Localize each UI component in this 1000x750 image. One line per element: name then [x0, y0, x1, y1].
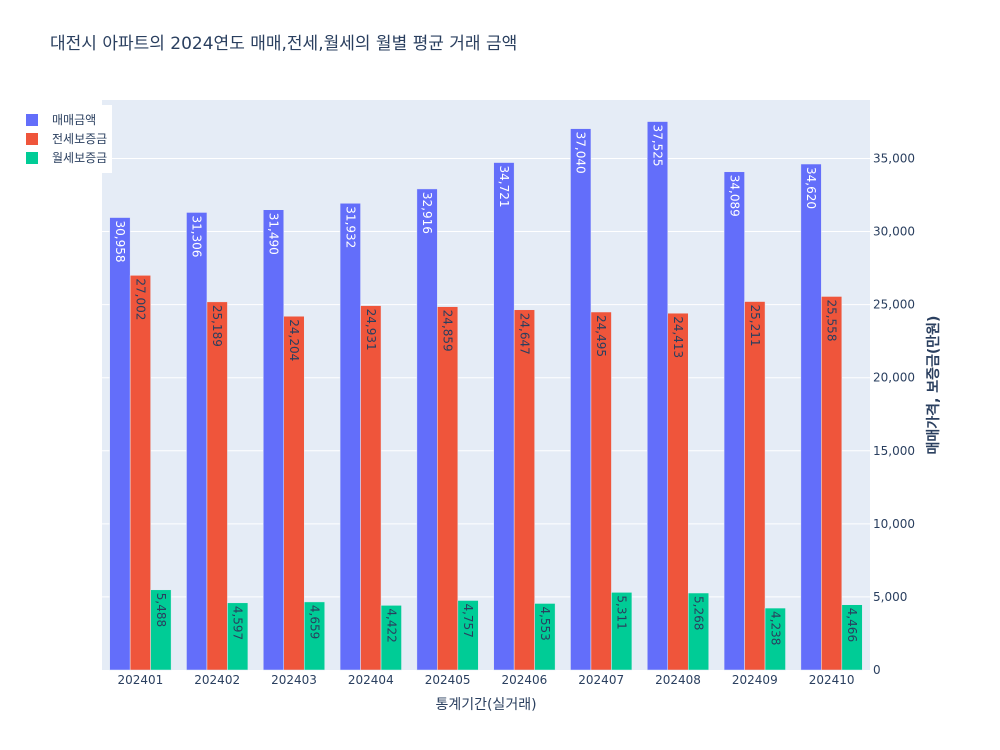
bars [109, 121, 863, 671]
bar-value-label: 34,721 [497, 166, 511, 208]
bar-월세보증금-202403[interactable] [303, 601, 325, 671]
x-axis-title: 통계기간(실거래) [435, 697, 536, 713]
bar-value-label: 34,620 [804, 167, 818, 209]
bar-value-label: 4,422 [384, 608, 398, 642]
legend-swatch[interactable] [26, 152, 38, 164]
bar-value-label: 24,931 [364, 309, 378, 351]
bar-매매금액-202410[interactable] [800, 163, 822, 671]
x-tick-label: 202407 [578, 673, 624, 687]
bar-월세보증금-202402[interactable] [227, 602, 249, 671]
legend-label[interactable]: 매매금액 [52, 113, 96, 127]
bar-매매금액-202405[interactable] [416, 188, 438, 671]
bar-value-label: 30,958 [113, 221, 127, 263]
bar-전세보증금-202404[interactable] [360, 305, 382, 671]
x-tick-label: 202410 [809, 673, 855, 687]
bar-월세보증금-202410[interactable] [841, 604, 863, 671]
bar-value-label: 25,211 [748, 305, 762, 347]
x-tick-label: 202403 [271, 673, 317, 687]
bar-월세보증금-202406[interactable] [534, 603, 556, 671]
bar-매매금액-202402[interactable] [186, 212, 208, 671]
bar-전세보증금-202403[interactable] [283, 315, 305, 671]
bar-value-label: 31,306 [190, 215, 204, 257]
bar-매매금액-202408[interactable] [647, 121, 669, 671]
bar-labels: 30,958 27,002 5,488 31,306 25,189 4,597 31,490… [113, 125, 859, 646]
bar-value-label: 31,490 [267, 213, 281, 255]
bar-월세보증금-202407[interactable] [611, 592, 633, 671]
bar-매매금액-202401[interactable] [109, 217, 131, 671]
bar-value-label: 37,525 [651, 125, 665, 167]
y-tick-label: 20,000 [873, 371, 915, 385]
bar-value-label: 31,932 [343, 206, 357, 248]
x-tick-label: 202405 [425, 673, 471, 687]
y-axis-title: 매매가격, 보증금(만원) [925, 316, 942, 455]
bar-전세보증금-202401[interactable] [129, 275, 151, 671]
bar-value-label: 5,311 [615, 595, 629, 629]
bar-value-label: 4,553 [538, 606, 552, 640]
bar-전세보증금-202410[interactable] [821, 296, 843, 671]
bar-value-label: 4,757 [461, 603, 475, 637]
bar-value-label: 25,189 [210, 305, 224, 347]
y-tick-label: 0 [873, 663, 881, 677]
legend-label[interactable]: 월세보증금 [52, 151, 107, 165]
x-tick-label: 202408 [655, 673, 701, 687]
bar-value-label: 37,040 [574, 132, 588, 174]
bar-value-label: 32,916 [420, 192, 434, 234]
bar-매매금액-202404[interactable] [339, 203, 361, 671]
bar-value-label: 24,413 [671, 316, 685, 358]
bar-value-label: 4,466 [845, 608, 859, 642]
bar-월세보증금-202405[interactable] [457, 600, 479, 671]
bar-value-label: 4,597 [231, 606, 245, 640]
bar-value-label: 24,859 [441, 310, 455, 352]
bar-value-label: 34,089 [727, 175, 741, 217]
bar-매매금액-202407[interactable] [570, 128, 592, 671]
y-tick-label: 35,000 [873, 151, 915, 165]
bar-value-label: 25,558 [825, 299, 839, 341]
bar-매매금액-202403[interactable] [263, 209, 285, 671]
bar-매매금액-202406[interactable] [493, 162, 515, 671]
x-axis-ticks: 202401 202402 202403 202404 202405 202406 2024… [117, 673, 854, 687]
bar-월세보증금-202409[interactable] [764, 607, 786, 671]
bar-value-label: 4,659 [307, 605, 321, 639]
bar-월세보증금-202401[interactable] [150, 589, 172, 671]
y-tick-label: 10,000 [873, 517, 915, 531]
bar-value-label: 24,495 [594, 315, 608, 357]
bar-value-label: 27,002 [133, 278, 147, 320]
bar-월세보증금-202404[interactable] [380, 605, 402, 671]
chart-title: 대전시 아파트의 2024연도 매매,전세,월세의 월별 평균 거래 금액 [50, 34, 517, 54]
bar-전세보증금-202409[interactable] [744, 301, 766, 671]
bar-value-label: 4,238 [768, 611, 782, 645]
y-tick-label: 25,000 [873, 298, 915, 312]
x-tick-label: 202401 [117, 673, 163, 687]
y-axis-ticks: 0 5,000 10,000 15,000 20,000 25,000 30,000 35,0… [873, 151, 915, 677]
x-tick-label: 202406 [501, 673, 547, 687]
y-tick-label: 30,000 [873, 225, 915, 239]
x-tick-label: 202404 [348, 673, 394, 687]
bar-전세보증금-202408[interactable] [667, 312, 689, 671]
bar-전세보증금-202405[interactable] [437, 306, 459, 671]
bar-전세보증금-202407[interactable] [590, 311, 612, 671]
bar-value-label: 5,488 [154, 593, 168, 627]
bar-매매금액-202409[interactable] [723, 171, 745, 671]
bar-전세보증금-202402[interactable] [206, 301, 228, 671]
legend-label[interactable]: 전세보증금 [52, 132, 107, 146]
legend-swatch[interactable] [26, 114, 38, 126]
bar-월세보증금-202408[interactable] [687, 592, 709, 671]
x-tick-label: 202402 [194, 673, 240, 687]
y-tick-label: 5,000 [873, 590, 907, 604]
y-tick-label: 15,000 [873, 444, 915, 458]
bar-value-label: 5,268 [691, 596, 705, 630]
bar-전세보증금-202406[interactable] [513, 309, 535, 671]
legend-swatch[interactable] [26, 133, 38, 145]
bar-value-label: 24,204 [287, 319, 301, 361]
x-tick-label: 202409 [732, 673, 778, 687]
bar-value-label: 24,647 [517, 313, 531, 355]
